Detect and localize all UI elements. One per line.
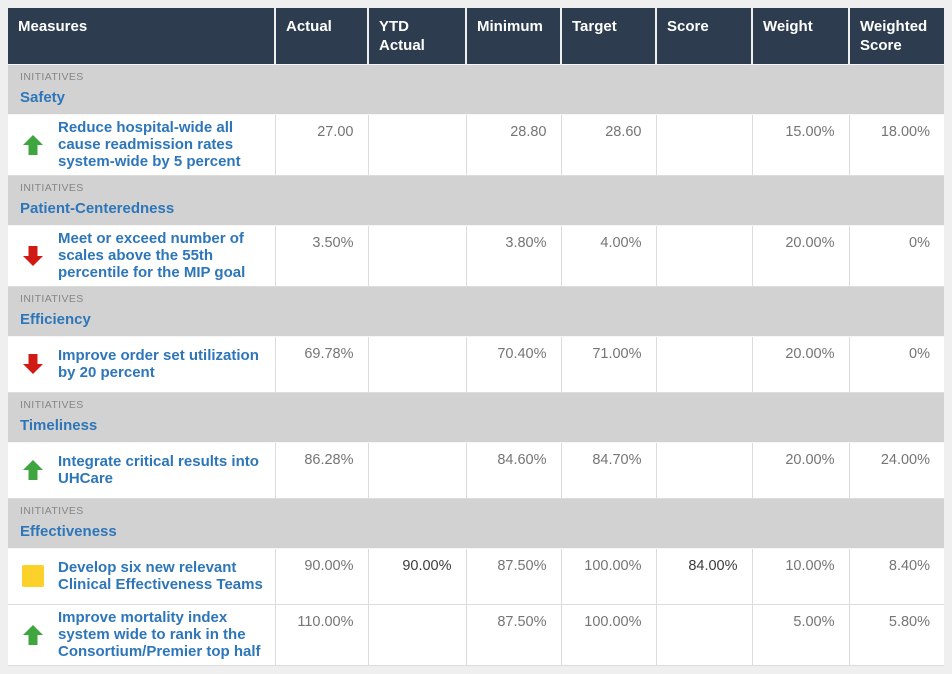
weighted-score-value: 0% [849,225,944,287]
measures-scorecard-table: Measures Actual YTD Actual Minimum Targe… [8,8,944,666]
actual-value: 27.00 [275,114,369,176]
measure-link[interactable]: Develop six new relevant Clinical Effect… [58,559,263,593]
target-value: 71.00% [561,336,657,393]
col-header-weighted-score: Weighted Score [849,8,944,65]
ytd-actual-value: 86.28% [368,442,467,499]
group-kicker: INITIATIVES [20,293,84,305]
trend-up-icon [8,623,58,647]
actual-value: 110.00% [275,604,369,666]
table-row: Improve order set utilization by 20 perc… [8,336,944,393]
measure-link[interactable]: Reduce hospital-wide all cause readmissi… [58,119,241,170]
weighted-score-value: 18.00% [849,114,944,176]
measure-link[interactable]: Meet or exceed number of scales above th… [58,230,246,281]
weight-value: 10.00% [752,548,850,605]
score-value: 84.00% [656,548,753,605]
group-kicker: INITIATIVES [20,71,84,83]
table-row: Integrate critical results into UHCare 8… [8,442,944,499]
table-row: Develop six new relevant Clinical Effect… [8,548,944,605]
group-band-safety: INITIATIVES Safety [8,64,944,115]
measure-link[interactable]: Improve mortality index system wide to r… [58,609,261,660]
ytd-actual-value: 3.50% [368,225,467,287]
group-kicker: INITIATIVES [20,399,84,411]
weighted-score-value: 5.80% [849,604,944,666]
group-name-patient-centeredness[interactable]: Patient-Centeredness [20,200,175,217]
group-kicker: INITIATIVES [20,182,84,194]
col-header-target: Target [561,8,657,65]
group-band-timeliness: INITIATIVES Timeliness [8,392,944,443]
table-row: Meet or exceed number of scales above th… [8,225,944,287]
score-value: 120.00% [656,114,753,176]
group-band-effectiveness: INITIATIVES Effectiveness [8,498,944,549]
col-header-ytd-actual: YTD Actual [368,8,467,65]
col-header-actual: Actual [275,8,369,65]
score-value: 116.00% [656,604,753,666]
minimum-value: 87.50% [466,548,562,605]
col-header-measures: Measures [8,8,276,65]
col-header-weight: Weight [752,8,850,65]
group-band-efficiency: INITIATIVES Efficiency [8,286,944,337]
actual-value: 86.28% [275,442,369,499]
weight-value: 5.00% [752,604,850,666]
minimum-value: 3.80% [466,225,562,287]
score-value: 0% [656,225,753,287]
weighted-score-value: 0% [849,336,944,393]
neutral-square-icon [8,565,58,587]
group-band-patient-centeredness: INITIATIVES Patient-Centeredness [8,175,944,226]
col-header-score: Score [656,8,753,65]
target-value: 84.70% [561,442,657,499]
target-value: 28.60 [561,114,657,176]
ytd-actual-value: 27.00 [368,114,467,176]
target-value: 4.00% [561,225,657,287]
trend-up-icon [8,133,58,157]
actual-value: 69.78% [275,336,369,393]
weight-value: 20.00% [752,225,850,287]
header-row: Measures Actual YTD Actual Minimum Targe… [8,8,944,65]
minimum-value: 28.80 [466,114,562,176]
score-value: 0% [656,336,753,393]
weighted-score-value: 8.40% [849,548,944,605]
group-name-safety[interactable]: Safety [20,89,66,106]
weight-value: 15.00% [752,114,850,176]
col-header-minimum: Minimum [466,8,562,65]
actual-value: 3.50% [275,225,369,287]
group-name-efficiency[interactable]: Efficiency [20,311,91,328]
measure-link[interactable]: Improve order set utilization by 20 perc… [58,347,259,381]
weight-value: 20.00% [752,442,850,499]
target-value: 100.00% [561,548,657,605]
weight-value: 20.00% [752,336,850,393]
minimum-value: 70.40% [466,336,562,393]
trend-down-icon [8,352,58,376]
table-row: Improve mortality index system wide to r… [8,604,944,666]
table-row: Reduce hospital-wide all cause readmissi… [8,114,944,176]
ytd-actual-value: 69.78% [368,336,467,393]
group-name-timeliness[interactable]: Timeliness [20,417,98,434]
measure-link[interactable]: Integrate critical results into UHCare [58,453,259,487]
weighted-score-value: 24.00% [849,442,944,499]
group-name-effectiveness[interactable]: Effectiveness [20,523,117,540]
trend-up-icon [8,458,58,482]
ytd-actual-value: 90.00% [368,548,467,605]
minimum-value: 87.50% [466,604,562,666]
trend-down-icon [8,244,58,268]
ytd-actual-value: 110.00% [368,604,467,666]
minimum-value: 84.60% [466,442,562,499]
target-value: 100.00% [561,604,657,666]
actual-value: 90.00% [275,548,369,605]
group-kicker: INITIATIVES [20,505,84,517]
score-value: 120.00% [656,442,753,499]
